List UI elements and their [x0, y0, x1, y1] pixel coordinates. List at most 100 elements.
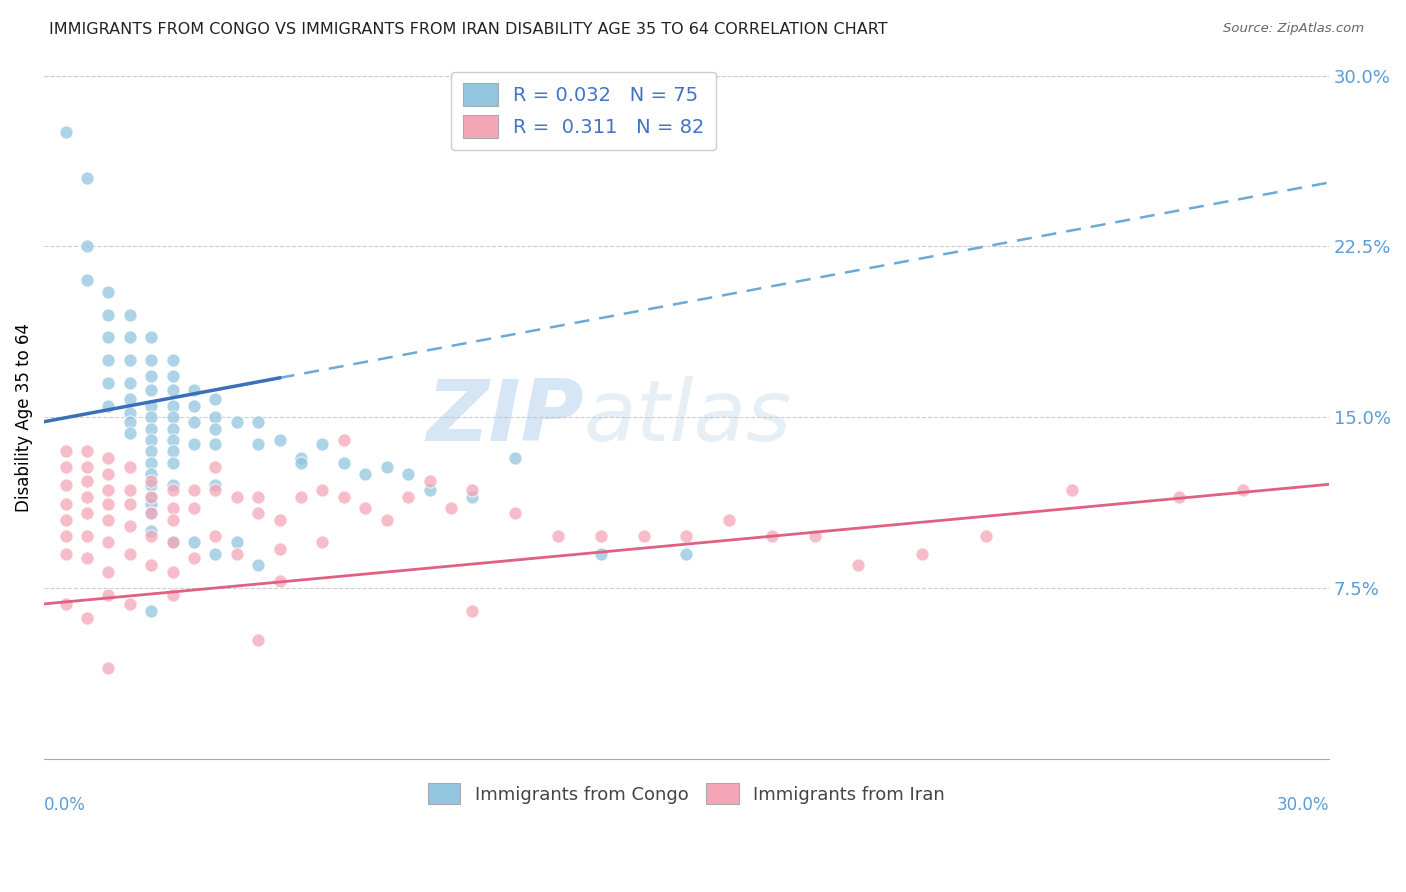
- Point: [1232, 483, 1254, 497]
- Point: [162, 456, 184, 470]
- Point: [162, 399, 184, 413]
- Point: [311, 437, 333, 451]
- Point: [118, 415, 141, 429]
- Point: [183, 535, 205, 549]
- Point: [440, 501, 463, 516]
- Point: [225, 535, 247, 549]
- Point: [141, 421, 163, 435]
- Point: [118, 597, 141, 611]
- Point: [418, 474, 440, 488]
- Point: [269, 574, 291, 588]
- Point: [97, 483, 120, 497]
- Point: [55, 547, 77, 561]
- Point: [118, 426, 141, 441]
- Point: [97, 376, 120, 390]
- Point: [311, 535, 333, 549]
- Legend: Immigrants from Congo, Immigrants from Iran: Immigrants from Congo, Immigrants from I…: [420, 776, 952, 811]
- Point: [311, 483, 333, 497]
- Point: [204, 460, 226, 475]
- Point: [141, 433, 163, 447]
- Point: [97, 535, 120, 549]
- Point: [76, 490, 98, 504]
- Point: [204, 392, 226, 406]
- Point: [269, 433, 291, 447]
- Point: [97, 353, 120, 368]
- Point: [162, 353, 184, 368]
- Point: [204, 478, 226, 492]
- Point: [183, 483, 205, 497]
- Point: [204, 547, 226, 561]
- Point: [76, 460, 98, 475]
- Point: [418, 483, 440, 497]
- Point: [141, 506, 163, 520]
- Point: [204, 528, 226, 542]
- Point: [333, 490, 356, 504]
- Point: [589, 528, 612, 542]
- Text: 0.0%: 0.0%: [44, 797, 86, 814]
- Point: [247, 490, 270, 504]
- Point: [97, 513, 120, 527]
- Point: [204, 410, 226, 425]
- Point: [183, 399, 205, 413]
- Point: [141, 410, 163, 425]
- Point: [183, 415, 205, 429]
- Point: [290, 490, 312, 504]
- Point: [461, 604, 484, 618]
- Point: [141, 399, 163, 413]
- Point: [97, 451, 120, 466]
- Point: [55, 597, 77, 611]
- Point: [183, 383, 205, 397]
- Point: [118, 547, 141, 561]
- Point: [118, 519, 141, 533]
- Point: [247, 558, 270, 573]
- Point: [846, 558, 869, 573]
- Point: [141, 330, 163, 344]
- Y-axis label: Disability Age 35 to 64: Disability Age 35 to 64: [15, 323, 32, 512]
- Point: [141, 444, 163, 458]
- Point: [55, 497, 77, 511]
- Point: [589, 547, 612, 561]
- Point: [761, 528, 783, 542]
- Point: [118, 497, 141, 511]
- Point: [375, 513, 398, 527]
- Point: [141, 478, 163, 492]
- Point: [247, 633, 270, 648]
- Point: [97, 285, 120, 299]
- Point: [55, 444, 77, 458]
- Point: [55, 513, 77, 527]
- Point: [97, 565, 120, 579]
- Point: [141, 497, 163, 511]
- Point: [97, 497, 120, 511]
- Point: [225, 547, 247, 561]
- Point: [290, 451, 312, 466]
- Point: [354, 467, 377, 481]
- Point: [97, 308, 120, 322]
- Point: [141, 528, 163, 542]
- Text: ZIP: ZIP: [426, 376, 583, 458]
- Point: [204, 437, 226, 451]
- Point: [76, 444, 98, 458]
- Point: [97, 661, 120, 675]
- Text: atlas: atlas: [583, 376, 792, 458]
- Point: [118, 406, 141, 420]
- Point: [141, 558, 163, 573]
- Point: [396, 490, 419, 504]
- Point: [247, 506, 270, 520]
- Point: [55, 528, 77, 542]
- Point: [333, 433, 356, 447]
- Point: [269, 542, 291, 557]
- Point: [141, 467, 163, 481]
- Point: [55, 125, 77, 139]
- Point: [55, 478, 77, 492]
- Point: [118, 330, 141, 344]
- Text: IMMIGRANTS FROM CONGO VS IMMIGRANTS FROM IRAN DISABILITY AGE 35 TO 64 CORRELATIO: IMMIGRANTS FROM CONGO VS IMMIGRANTS FROM…: [49, 22, 887, 37]
- Point: [204, 421, 226, 435]
- Point: [804, 528, 827, 542]
- Point: [97, 330, 120, 344]
- Point: [911, 547, 934, 561]
- Point: [162, 535, 184, 549]
- Point: [55, 460, 77, 475]
- Point: [76, 528, 98, 542]
- Point: [76, 506, 98, 520]
- Point: [162, 444, 184, 458]
